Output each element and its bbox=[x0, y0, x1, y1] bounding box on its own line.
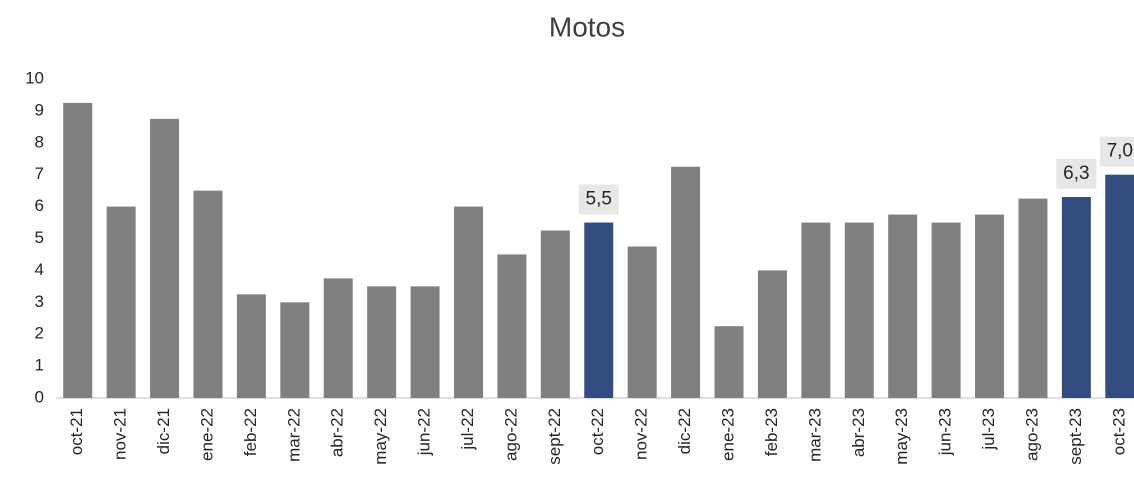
bar bbox=[757, 270, 787, 398]
x-tick-label: ene-23 bbox=[718, 408, 737, 461]
x-tick-label: jul-22 bbox=[458, 408, 477, 451]
data-label-box bbox=[578, 184, 619, 215]
x-tick-label: ago-22 bbox=[501, 408, 520, 461]
bar bbox=[931, 222, 961, 398]
x-tick-label: oct-22 bbox=[588, 408, 607, 455]
bar bbox=[236, 294, 266, 398]
bar bbox=[671, 166, 701, 398]
bar bbox=[106, 206, 136, 398]
bar bbox=[801, 222, 831, 398]
x-tick-label: jun-22 bbox=[415, 408, 434, 456]
bar bbox=[1018, 198, 1048, 398]
x-tick-label: feb-22 bbox=[241, 408, 260, 456]
bar bbox=[1105, 174, 1134, 398]
x-tick-label: nov-21 bbox=[111, 408, 130, 460]
chart-title: Motos bbox=[549, 11, 625, 42]
y-tick-label: 3 bbox=[35, 292, 44, 311]
x-tick-label: oct-21 bbox=[67, 408, 86, 455]
x-tick-label: ago-23 bbox=[1022, 408, 1041, 461]
bar bbox=[714, 326, 744, 398]
x-tick-label: abr-23 bbox=[849, 408, 868, 457]
x-tick-label: dic-22 bbox=[675, 408, 694, 454]
data-label: 5,5 bbox=[586, 189, 612, 210]
x-tick-label: feb-23 bbox=[762, 408, 781, 456]
bar bbox=[540, 230, 570, 398]
y-tick-label: 2 bbox=[35, 324, 44, 343]
x-tick-label: may-22 bbox=[371, 408, 390, 465]
y-tick-label: 8 bbox=[35, 132, 44, 151]
bar bbox=[453, 206, 483, 398]
data-label: 6,3 bbox=[1063, 163, 1089, 184]
bar bbox=[1061, 197, 1091, 398]
x-tick-label: nov-22 bbox=[632, 408, 651, 460]
y-tick-label: 1 bbox=[35, 356, 44, 375]
bar bbox=[497, 254, 527, 398]
y-tick-label: 5 bbox=[35, 228, 44, 247]
x-tick-label: abr-22 bbox=[328, 408, 347, 457]
x-tick-label: sept-22 bbox=[545, 408, 564, 465]
data-label: 7,0 bbox=[1107, 141, 1133, 162]
x-tick-label: sept-23 bbox=[1066, 408, 1085, 465]
x-tick-label: mar-22 bbox=[284, 408, 303, 462]
x-tick-label: jul-23 bbox=[979, 408, 998, 451]
y-tick-label: 9 bbox=[35, 100, 44, 119]
bar bbox=[280, 302, 310, 398]
bar bbox=[323, 278, 353, 398]
bar bbox=[367, 286, 397, 398]
bar bbox=[975, 214, 1005, 398]
x-tick-label: mar-23 bbox=[805, 408, 824, 462]
bar bbox=[584, 222, 614, 398]
bar bbox=[844, 222, 874, 398]
y-tick-label: 10 bbox=[25, 68, 44, 87]
y-tick-label: 7 bbox=[35, 164, 44, 183]
data-label-box bbox=[1056, 159, 1097, 190]
x-tick-label: oct-23 bbox=[1109, 408, 1128, 455]
data-label-box bbox=[1099, 136, 1134, 167]
bar bbox=[150, 118, 180, 398]
y-tick-label: 4 bbox=[35, 260, 44, 279]
bar bbox=[888, 214, 918, 398]
x-tick-label: jun-23 bbox=[936, 408, 955, 456]
y-tick-label: 0 bbox=[35, 387, 44, 406]
x-tick-label: dic-21 bbox=[154, 408, 173, 454]
x-tick-label: may-23 bbox=[892, 408, 911, 465]
x-tick-label: ene-22 bbox=[197, 408, 216, 461]
y-tick-label: 6 bbox=[35, 196, 44, 215]
bar bbox=[627, 246, 657, 398]
bar bbox=[193, 190, 223, 398]
bar bbox=[63, 102, 93, 399]
bar bbox=[410, 286, 440, 398]
